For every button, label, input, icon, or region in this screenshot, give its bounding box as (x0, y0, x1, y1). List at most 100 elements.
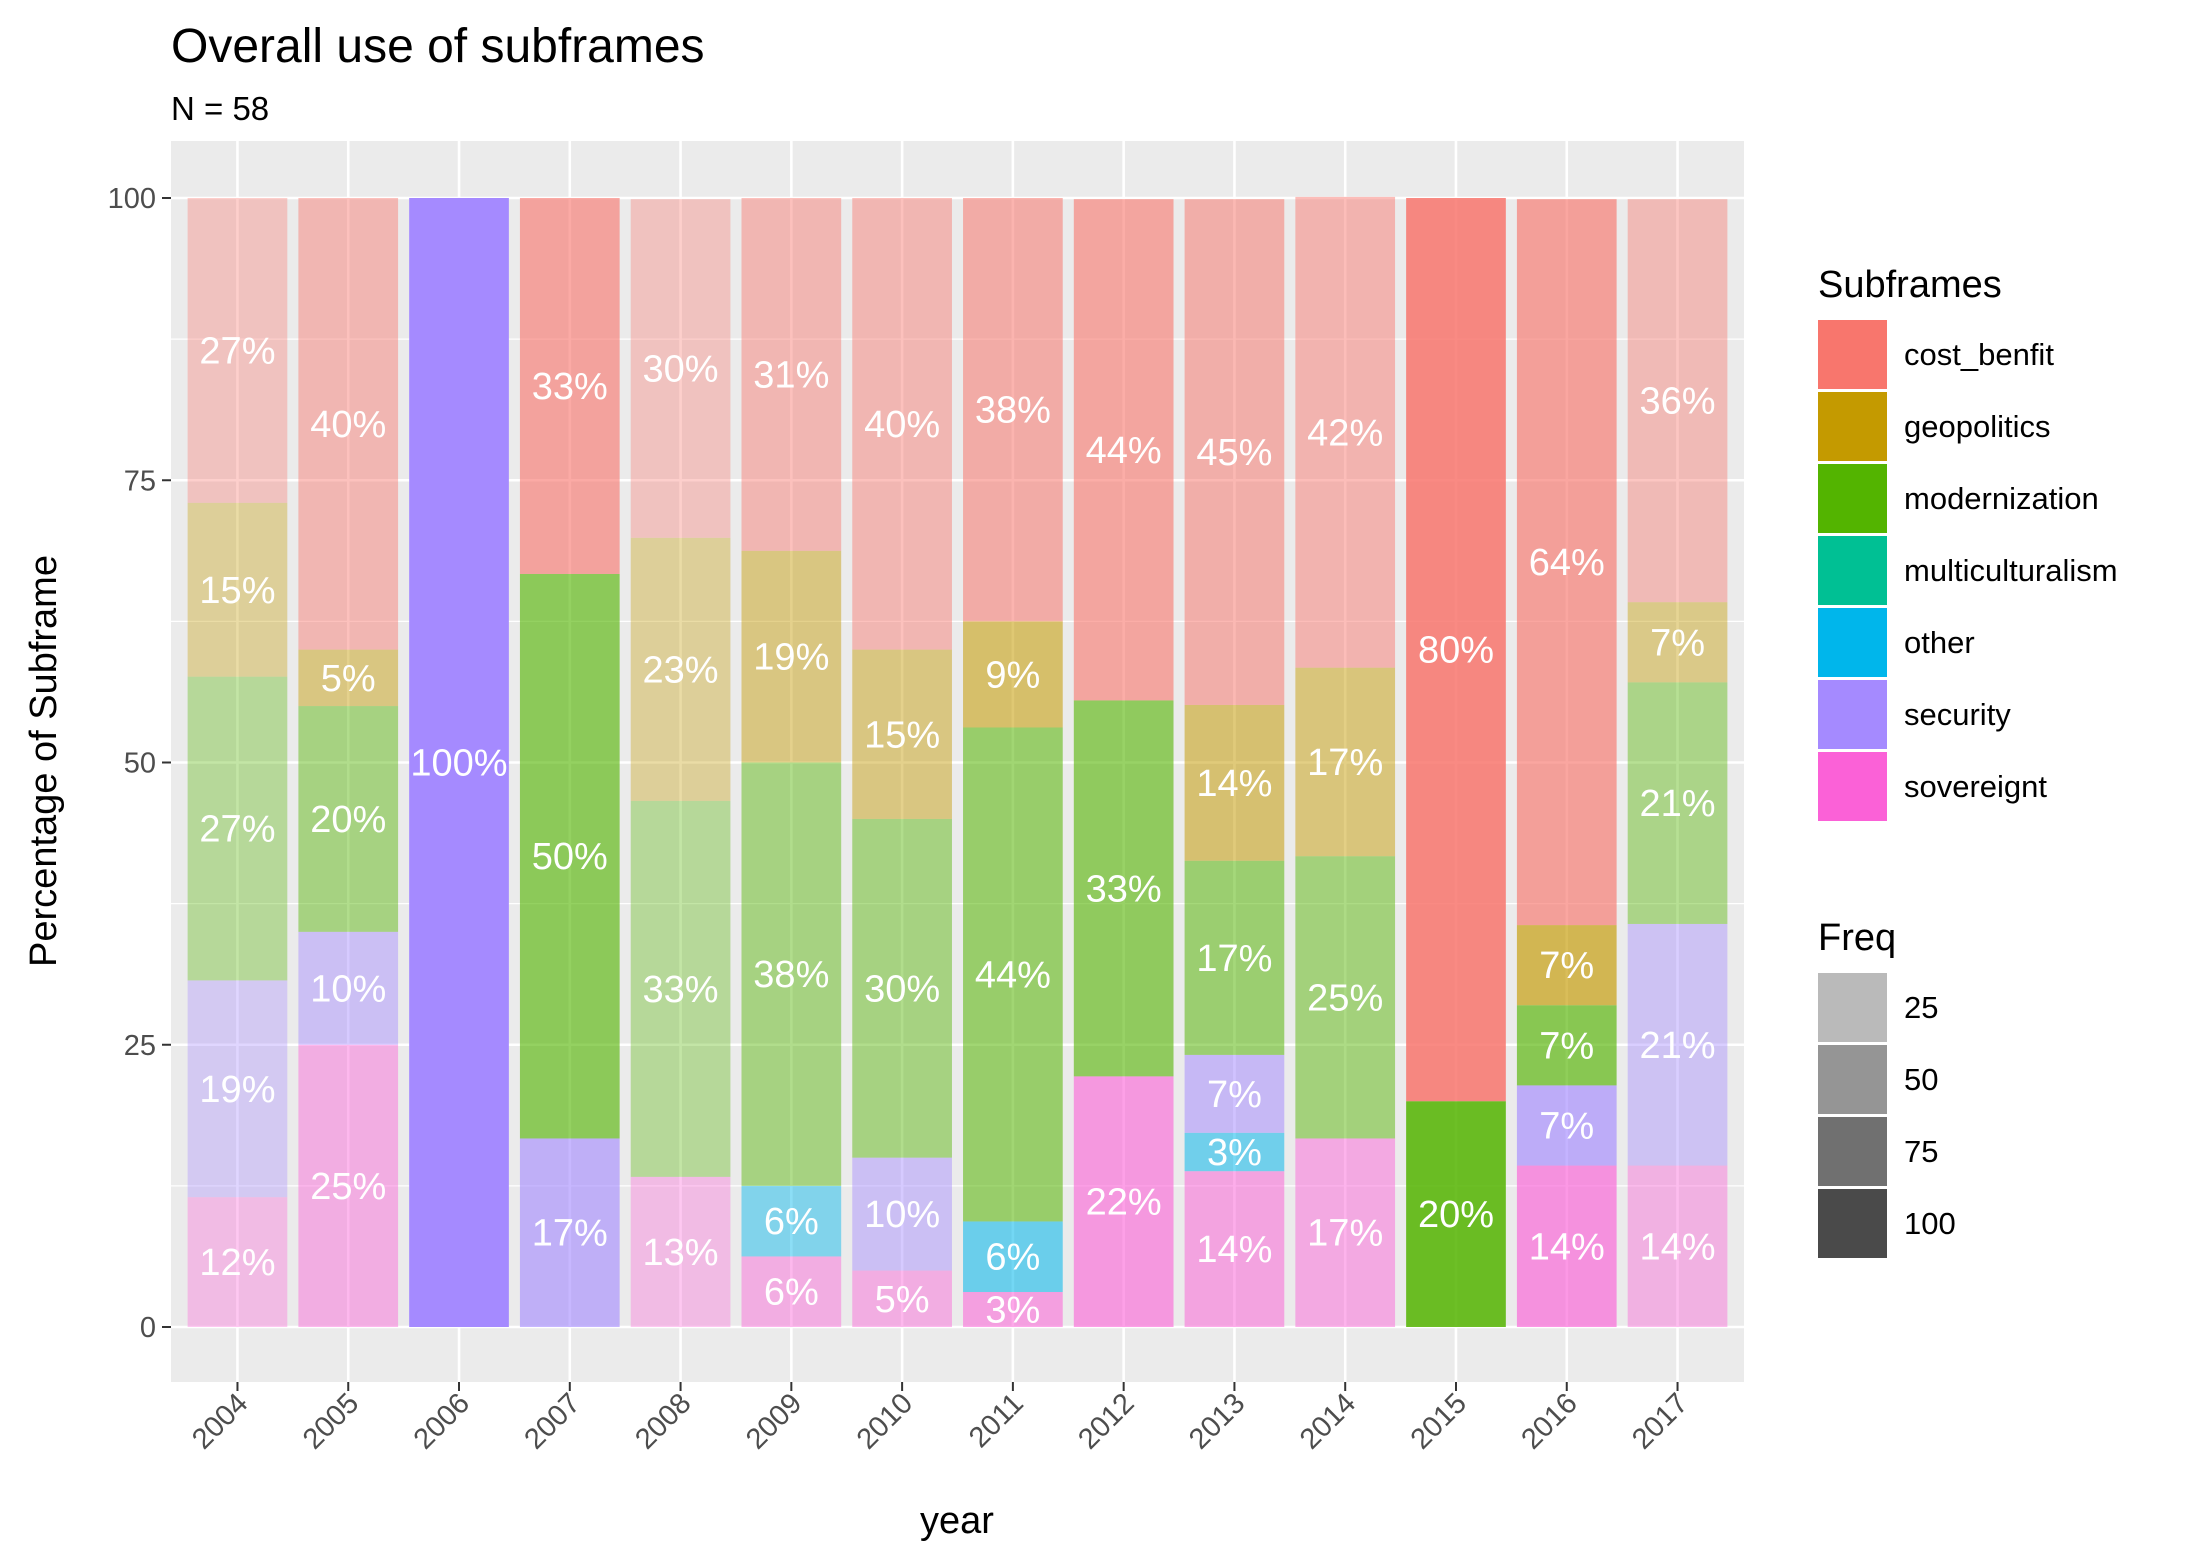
bar-segment-modernization-2013 (1184, 860, 1285, 1055)
bars (187, 196, 1728, 1327)
bar-label-modernization-2010: 30% (864, 968, 940, 1010)
legend-freq-label-100: 100 (1904, 1206, 1956, 1241)
bar-label-geopolitics-2004: 15% (199, 570, 275, 612)
legend-key-geopolitics (1818, 392, 1887, 461)
bar-label-geopolitics-2011: 9% (985, 654, 1040, 696)
bar-label-sovereignt-2012: 22% (1086, 1182, 1162, 1224)
y-axis-title: Percentage of Subframe (23, 555, 65, 967)
bar-segment-cost_benfit-2011 (963, 198, 1063, 622)
legend-freq-key-50 (1818, 1045, 1887, 1114)
bar-label-geopolitics-2014: 17% (1307, 742, 1383, 784)
x-tick-label: 2012 (1072, 1387, 1140, 1455)
bar-label-security-2006: 100% (410, 743, 507, 785)
bar-segment-sovereignt-2016 (1516, 1165, 1617, 1327)
bar-segment-geopolitics-2013 (1184, 704, 1285, 861)
x-tick-label: 2010 (851, 1387, 919, 1455)
bar-segment-sovereignt-2004 (187, 1197, 288, 1327)
legend-key-other (1818, 608, 1887, 677)
bar-label-sovereignt-2013: 14% (1196, 1229, 1272, 1271)
legend-label-sovereignt: sovereignt (1904, 769, 2047, 804)
bar-label-sovereignt-2009: 6% (764, 1272, 819, 1314)
bar-label-sovereignt-2004: 12% (199, 1242, 275, 1284)
legend-label-modernization: modernization (1904, 481, 2099, 516)
x-tick-label: 2016 (1515, 1387, 1583, 1455)
x-tick-label: 2006 (408, 1387, 476, 1455)
bar-segment-cost_benfit-2013 (1184, 199, 1285, 705)
bar-label-modernization-2015: 20% (1418, 1194, 1494, 1236)
x-tick-label: 2008 (629, 1387, 697, 1455)
bar-segment-other-2011 (963, 1221, 1063, 1293)
legend-label-cost_benfit: cost_benfit (1904, 337, 2054, 372)
bar-label-modernization-2014: 25% (1307, 977, 1383, 1019)
legend-label-other: other (1904, 625, 1975, 660)
bar-label-geopolitics-2010: 15% (864, 714, 940, 756)
legend-label-security: security (1904, 697, 2011, 732)
bar-label-modernization-2009: 38% (753, 954, 829, 996)
bar-segment-other-2013 (1184, 1132, 1285, 1172)
bar-segment-modernization-2005 (298, 706, 399, 932)
bar-segment-security-2017 (1627, 923, 1728, 1166)
x-tick-label: 2004 (186, 1387, 254, 1455)
bar-label-cost_benfit-2008: 30% (643, 348, 719, 390)
legend-freq-key-75 (1818, 1117, 1887, 1186)
bar-label-cost_benfit-2014: 42% (1307, 412, 1383, 454)
bar-label-sovereignt-2016: 14% (1529, 1226, 1605, 1268)
chart-title: Overall use of subframes (171, 20, 705, 73)
bar-label-cost_benfit-2005: 40% (310, 404, 386, 446)
bar-segment-cost_benfit-2017 (1627, 199, 1728, 603)
bar-label-sovereignt-2017: 14% (1640, 1226, 1716, 1268)
bar-label-modernization-2007: 50% (532, 836, 608, 878)
bar-label-cost_benfit-2010: 40% (864, 404, 940, 446)
bar-label-other-2011: 6% (985, 1237, 1040, 1279)
bar-label-cost_benfit-2017: 36% (1640, 381, 1716, 423)
x-tick-label: 2014 (1294, 1387, 1362, 1455)
bar-label-modernization-2005: 20% (310, 799, 386, 841)
bar-segment-cost_benfit-2007 (519, 198, 620, 574)
legend-key-security (1818, 680, 1887, 749)
y-tick-label: 75 (124, 465, 156, 497)
bar-segment-security-2005 (298, 931, 399, 1045)
legend-key-sovereignt (1818, 752, 1887, 821)
bar-segment-sovereignt-2005 (298, 1044, 399, 1327)
bar-segment-security-2007 (519, 1138, 620, 1327)
bar-label-geopolitics-2008: 23% (643, 649, 719, 691)
legend-alpha-title: Freq (1818, 917, 1896, 959)
bar-label-sovereignt-2005: 25% (310, 1166, 386, 1208)
bar-label-security-2004: 19% (199, 1069, 275, 1111)
bar-label-modernization-2012: 33% (1086, 868, 1162, 910)
legend-alpha-items: 25 50 75 100 (1818, 973, 1956, 1258)
bar-segment-cost_benfit-2012 (1073, 199, 1174, 701)
bar-segment-modernization-2016 (1516, 1005, 1617, 1086)
bar-label-sovereignt-2014: 17% (1307, 1213, 1383, 1255)
bar-segment-geopolitics-2005 (298, 649, 399, 707)
bar-label-cost_benfit-2016: 64% (1529, 542, 1605, 584)
bar-segment-security-2010 (852, 1157, 952, 1271)
bar-segment-modernization-2014 (1295, 856, 1396, 1139)
bar-segment-security-2016 (1516, 1085, 1617, 1166)
bar-segment-modernization-2004 (187, 676, 288, 981)
bar-segment-sovereignt-2011 (963, 1292, 1063, 1327)
x-tick-label: 2013 (1183, 1387, 1251, 1455)
bar-label-sovereignt-2010: 5% (875, 1279, 930, 1321)
bar-segment-geopolitics-2014 (1295, 667, 1396, 857)
bar-label-geopolitics-2016: 7% (1539, 945, 1594, 987)
bar-segment-geopolitics-2016 (1516, 925, 1617, 1006)
bar-label-modernization-2011: 44% (975, 954, 1051, 996)
bar-segment-sovereignt-2017 (1627, 1165, 1728, 1327)
bar-label-other-2013: 3% (1207, 1132, 1262, 1174)
bar-segment-geopolitics-2011 (963, 621, 1063, 728)
x-tick-label: 2005 (297, 1387, 365, 1455)
legend-freq-label-75: 75 (1904, 1134, 1938, 1169)
bar-segment-cost_benfit-2005 (298, 198, 399, 650)
bar-segment-modernization-2015 (1406, 1101, 1506, 1327)
bar-segment-sovereignt-2008 (630, 1176, 731, 1327)
bar-label-modernization-2016: 7% (1539, 1025, 1594, 1067)
legend-fill-items: cost_benfit geopolitics modernization multi… (1818, 320, 2118, 821)
bar-label-cost_benfit-2011: 38% (975, 390, 1051, 432)
bar-segment-geopolitics-2010 (852, 649, 952, 819)
legend-label-multiculturalism: multiculturalism (1904, 553, 2118, 588)
bar-segment-cost_benfit-2008 (630, 199, 731, 538)
legend: Subframes cost_benfit geopolitics moderniz… (1818, 264, 2118, 1258)
bar-label-cost_benfit-2009: 31% (753, 354, 829, 396)
